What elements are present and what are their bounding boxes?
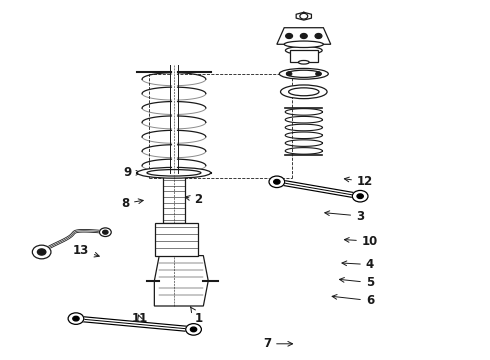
Circle shape [103, 230, 108, 234]
Polygon shape [296, 12, 312, 20]
Text: 9: 9 [123, 166, 141, 179]
Circle shape [99, 228, 111, 237]
Circle shape [352, 190, 368, 202]
Ellipse shape [280, 85, 327, 99]
Text: 3: 3 [325, 210, 364, 222]
FancyBboxPatch shape [155, 223, 198, 256]
Circle shape [300, 13, 308, 19]
Polygon shape [154, 256, 208, 306]
Text: 1: 1 [191, 307, 202, 325]
Ellipse shape [298, 60, 309, 64]
Circle shape [186, 324, 201, 335]
Circle shape [357, 194, 363, 198]
Polygon shape [277, 28, 331, 44]
Circle shape [269, 176, 285, 188]
Text: 2: 2 [185, 193, 202, 206]
Text: 5: 5 [340, 276, 374, 289]
Circle shape [300, 33, 307, 39]
Text: 6: 6 [332, 294, 374, 307]
Circle shape [73, 316, 79, 321]
Text: 13: 13 [73, 244, 99, 257]
Circle shape [191, 327, 196, 332]
Circle shape [315, 33, 322, 39]
Circle shape [32, 245, 51, 259]
Text: 11: 11 [131, 312, 148, 325]
FancyBboxPatch shape [290, 50, 318, 62]
FancyBboxPatch shape [163, 175, 185, 223]
Text: 7: 7 [263, 337, 293, 350]
Text: 8: 8 [121, 197, 143, 210]
Text: 10: 10 [344, 235, 378, 248]
Circle shape [68, 313, 84, 324]
Text: 12: 12 [344, 175, 373, 188]
Circle shape [274, 180, 280, 184]
Ellipse shape [284, 41, 323, 48]
Ellipse shape [285, 46, 322, 54]
Circle shape [316, 72, 321, 76]
Ellipse shape [279, 68, 328, 79]
Ellipse shape [289, 88, 319, 96]
Text: 4: 4 [342, 258, 374, 271]
Ellipse shape [137, 167, 211, 178]
Circle shape [286, 72, 292, 76]
Circle shape [286, 33, 293, 39]
Circle shape [37, 249, 46, 255]
